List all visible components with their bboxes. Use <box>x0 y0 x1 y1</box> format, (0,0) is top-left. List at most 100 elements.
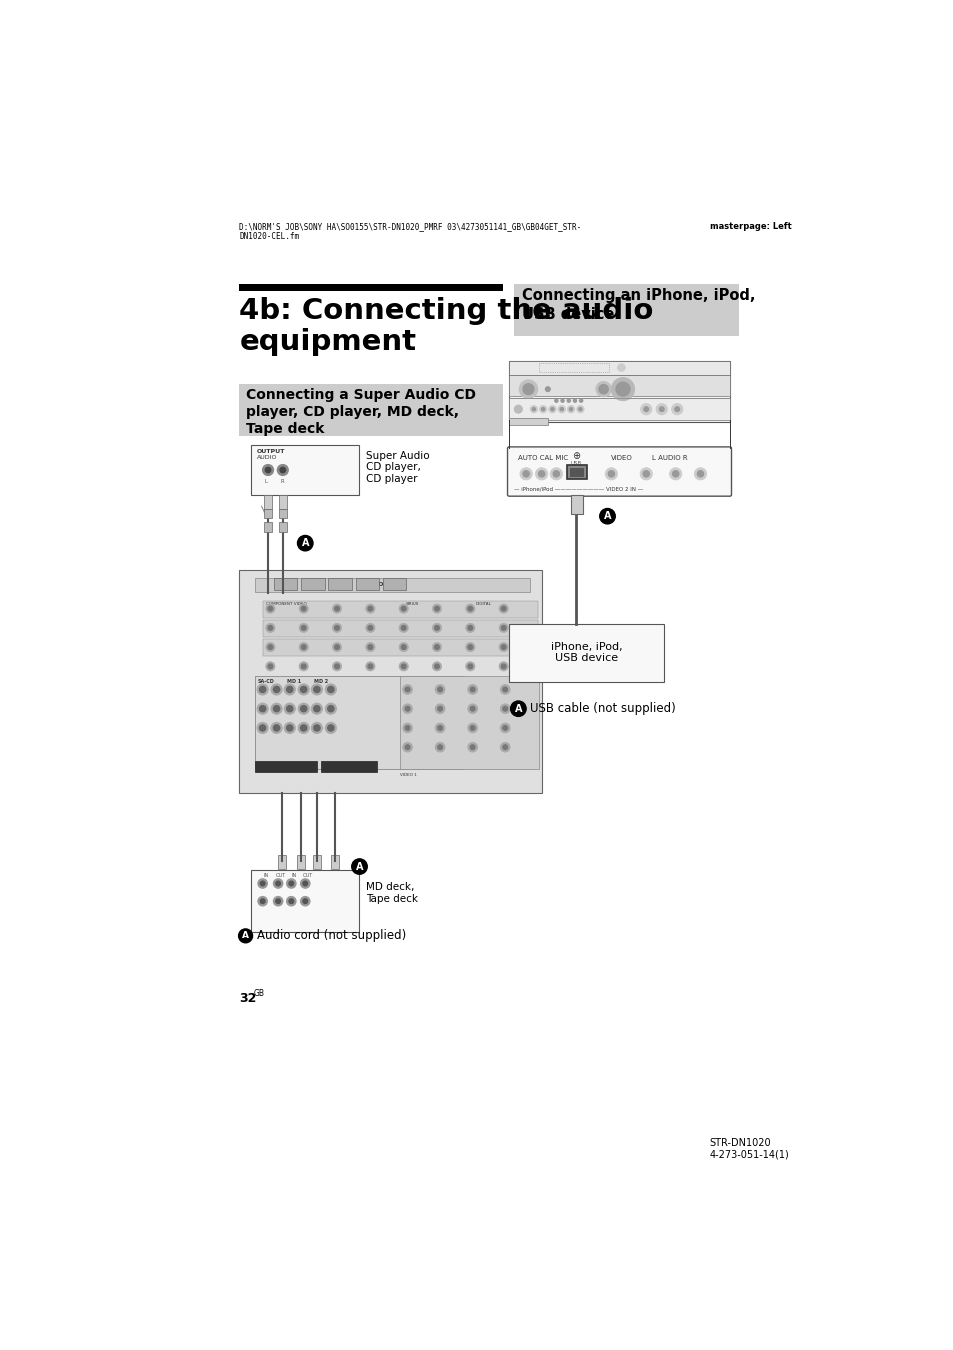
Bar <box>239 383 502 436</box>
Bar <box>514 284 739 336</box>
Circle shape <box>284 684 294 695</box>
Circle shape <box>332 643 341 652</box>
Circle shape <box>470 726 475 730</box>
Circle shape <box>468 743 476 752</box>
Circle shape <box>301 606 306 612</box>
Circle shape <box>500 606 505 612</box>
Bar <box>509 624 663 682</box>
Circle shape <box>598 385 608 394</box>
Circle shape <box>510 701 525 717</box>
Bar <box>509 398 729 420</box>
Circle shape <box>656 404 666 414</box>
Circle shape <box>277 464 288 475</box>
Circle shape <box>268 664 273 668</box>
Circle shape <box>435 684 444 694</box>
Circle shape <box>548 406 556 413</box>
Circle shape <box>599 509 615 524</box>
Circle shape <box>514 405 521 413</box>
Circle shape <box>286 896 295 906</box>
Circle shape <box>500 705 509 713</box>
Circle shape <box>432 662 441 671</box>
Circle shape <box>577 406 583 413</box>
Circle shape <box>468 724 476 733</box>
Bar <box>264 495 272 509</box>
Circle shape <box>470 745 475 749</box>
Circle shape <box>335 664 339 668</box>
Circle shape <box>401 625 406 630</box>
Circle shape <box>271 703 282 714</box>
Bar <box>509 360 729 423</box>
Bar <box>567 466 586 479</box>
Circle shape <box>435 625 439 630</box>
Text: OUT: OUT <box>303 873 314 879</box>
Text: 32: 32 <box>239 992 256 1004</box>
Circle shape <box>502 745 507 749</box>
Circle shape <box>286 686 293 693</box>
Bar <box>278 495 286 509</box>
Circle shape <box>402 705 412 713</box>
Text: COMPONENT VIDEO: COMPONENT VIDEO <box>266 602 307 606</box>
Text: R: R <box>280 479 284 485</box>
Circle shape <box>611 378 634 401</box>
Circle shape <box>502 706 507 711</box>
Circle shape <box>498 603 508 613</box>
Circle shape <box>286 879 295 888</box>
Circle shape <box>694 467 706 481</box>
Bar <box>262 640 537 656</box>
Circle shape <box>465 624 475 632</box>
Text: Super Audio
CD player,
CD player: Super Audio CD player, CD player <box>365 451 429 483</box>
Circle shape <box>567 406 574 413</box>
Circle shape <box>550 467 562 481</box>
Bar <box>569 467 583 477</box>
Circle shape <box>671 404 682 414</box>
Circle shape <box>262 464 274 475</box>
Circle shape <box>257 684 268 695</box>
Circle shape <box>555 400 558 402</box>
Bar <box>254 578 530 591</box>
Circle shape <box>274 896 282 906</box>
Circle shape <box>298 603 308 613</box>
Circle shape <box>314 706 319 711</box>
Circle shape <box>405 745 410 749</box>
Text: IN: IN <box>292 873 296 879</box>
Bar <box>264 509 272 518</box>
Bar <box>297 855 305 869</box>
Circle shape <box>530 406 537 413</box>
Circle shape <box>659 406 663 412</box>
Bar <box>262 620 537 637</box>
Circle shape <box>405 687 410 691</box>
Bar <box>382 578 406 590</box>
Circle shape <box>502 726 507 730</box>
Circle shape <box>435 743 444 752</box>
Bar <box>239 284 502 292</box>
Circle shape <box>328 725 334 732</box>
Circle shape <box>266 662 274 671</box>
Circle shape <box>604 467 617 481</box>
Circle shape <box>271 684 282 695</box>
Circle shape <box>257 722 268 733</box>
Circle shape <box>325 703 335 714</box>
Circle shape <box>314 686 319 693</box>
Circle shape <box>498 662 508 671</box>
Circle shape <box>311 684 322 695</box>
Circle shape <box>274 725 279 732</box>
Circle shape <box>541 408 544 410</box>
Bar <box>278 509 286 518</box>
Circle shape <box>300 725 307 732</box>
Text: IN: IN <box>263 873 268 879</box>
Circle shape <box>435 606 439 612</box>
Bar <box>254 676 464 768</box>
Text: DIGITAL: DIGITAL <box>476 602 491 606</box>
Bar <box>509 360 729 374</box>
Circle shape <box>332 624 341 632</box>
Circle shape <box>465 662 475 671</box>
Circle shape <box>303 899 307 903</box>
Circle shape <box>284 703 294 714</box>
Circle shape <box>401 645 406 649</box>
Circle shape <box>569 408 572 410</box>
Circle shape <box>332 603 341 613</box>
Bar <box>251 446 359 495</box>
Bar <box>239 570 541 794</box>
Circle shape <box>301 664 306 668</box>
Text: L AUDIO R: L AUDIO R <box>652 455 687 462</box>
